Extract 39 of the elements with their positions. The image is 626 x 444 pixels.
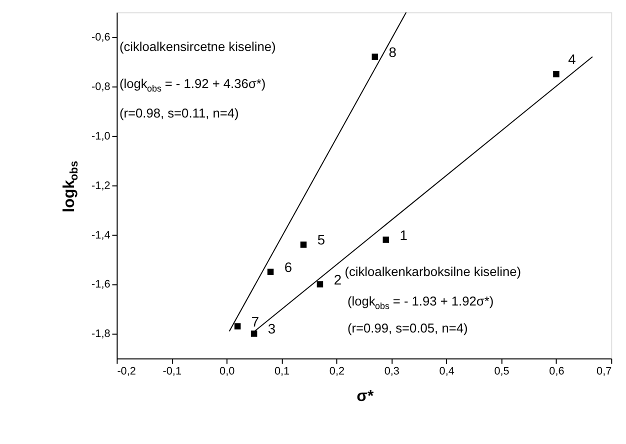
point	[382, 236, 390, 243]
annotation: 6	[284, 258, 292, 275]
annotation: 7	[251, 313, 260, 330]
point	[372, 54, 378, 60]
x-tick-label: 0,1	[274, 366, 290, 378]
x-tick-label: 0,0	[220, 366, 235, 378]
point	[250, 330, 258, 337]
point	[267, 268, 274, 276]
y-tick-label: -1,4	[92, 229, 110, 242]
annotation: 2	[334, 271, 342, 288]
annotation: (cikloalkensircetne kiseline)	[119, 38, 276, 54]
x-tick-label: 0,5	[494, 366, 510, 378]
y-tick-label: -0,8	[92, 80, 110, 93]
annotation: (r=0.99, s=0.05, n=4)	[347, 320, 468, 336]
annotation: 1	[400, 226, 408, 243]
annotation: 8	[388, 44, 397, 60]
y-tick-label: -0,6	[92, 31, 110, 44]
x-tick-label: -0,2	[117, 366, 136, 378]
annotation: (r=0.98, s=0.11, n=4)	[119, 106, 239, 121]
x-tick-label: 0,2	[329, 366, 345, 378]
y-axis-title: logkobs	[61, 160, 81, 212]
point	[553, 70, 560, 78]
annotation: 4	[568, 51, 576, 68]
annotation: 5	[317, 232, 326, 248]
y-tick-label: -1,0	[92, 130, 110, 142]
x-tick-label: 0,6	[549, 366, 564, 378]
x-tick-label: 0,7	[596, 366, 612, 378]
x-axis-title: σ*	[356, 388, 374, 405]
y-tick-label: -1,8	[92, 328, 110, 340]
annotation: 3	[268, 320, 276, 337]
x-tick-label: 0,3	[384, 366, 400, 378]
point	[234, 323, 241, 330]
y-tick-label: -1,6	[92, 278, 110, 291]
x-tick-label: -0,1	[162, 366, 182, 378]
point	[300, 242, 307, 248]
point	[316, 281, 324, 288]
y-tick-label: -1,2	[92, 180, 110, 192]
annotation: (cikloalkenkarboksilne kiseline)	[344, 264, 522, 279]
x-tick-label: 0,4	[439, 366, 454, 378]
